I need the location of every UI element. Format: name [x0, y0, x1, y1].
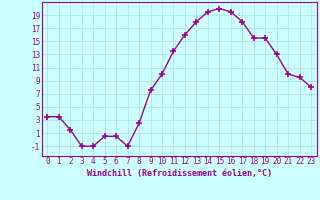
X-axis label: Windchill (Refroidissement éolien,°C): Windchill (Refroidissement éolien,°C) [87, 169, 272, 178]
